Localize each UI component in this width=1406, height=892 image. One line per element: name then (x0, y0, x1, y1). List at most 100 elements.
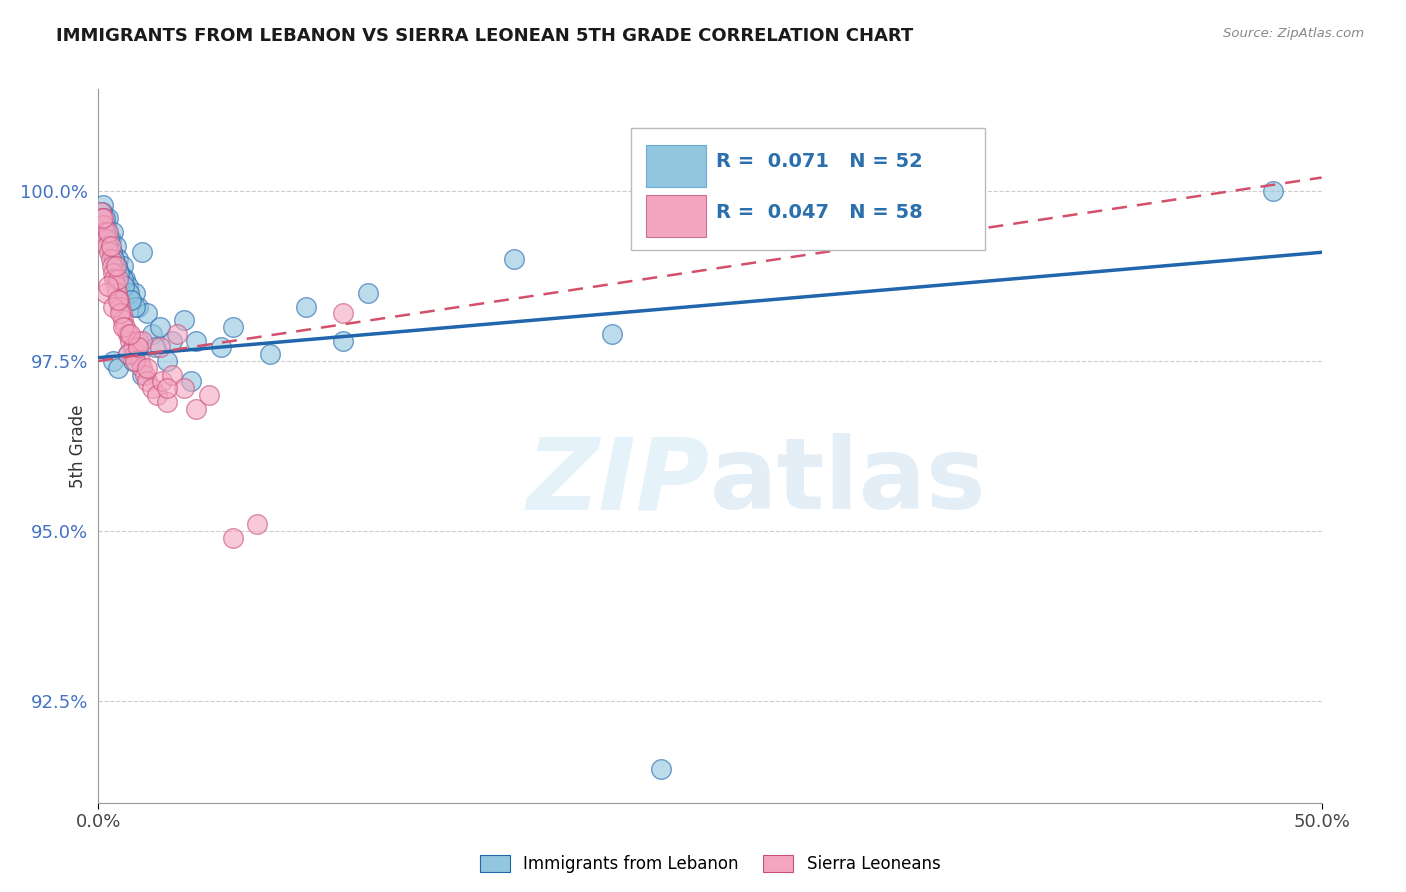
Point (295, 300, 318, 314)
Point (186, 401, 208, 416)
Point (127, 341, 149, 355)
Point (96, 238, 118, 252)
Point (97, 211, 120, 226)
Point (104, 259, 127, 273)
Text: Source: ZipAtlas.com: Source: ZipAtlas.com (1223, 27, 1364, 40)
Point (90, 204, 112, 219)
Point (107, 252, 129, 266)
Point (114, 320, 136, 334)
Point (141, 326, 163, 341)
Point (1261, 184, 1284, 198)
Point (120, 326, 142, 341)
Point (110, 266, 132, 280)
Text: R =  0.047   N = 58: R = 0.047 N = 58 (716, 203, 922, 222)
Point (124, 347, 146, 361)
Point (100, 238, 122, 252)
Point (93, 211, 115, 226)
Point (111, 306, 134, 320)
Point (222, 320, 245, 334)
Point (156, 354, 179, 368)
Point (131, 245, 153, 260)
Point (107, 272, 129, 286)
Point (150, 375, 173, 389)
Legend: Immigrants from Lebanon, Sierra Leoneans: Immigrants from Lebanon, Sierra Leoneans (472, 848, 948, 880)
Point (131, 360, 153, 375)
Point (650, 762, 672, 776)
FancyBboxPatch shape (647, 145, 706, 187)
Point (101, 245, 124, 260)
Point (600, 326, 623, 341)
Point (121, 341, 143, 355)
Point (105, 286, 128, 301)
Point (101, 259, 124, 273)
Point (100, 232, 122, 246)
Point (127, 300, 149, 314)
Point (332, 306, 354, 320)
Point (222, 531, 245, 545)
Point (209, 341, 232, 355)
Text: atlas: atlas (710, 434, 987, 530)
Point (121, 354, 143, 368)
Point (117, 279, 139, 293)
Point (108, 266, 131, 280)
Point (197, 388, 219, 402)
Point (503, 252, 526, 266)
FancyBboxPatch shape (647, 194, 706, 237)
Point (111, 272, 134, 286)
Point (114, 272, 136, 286)
Point (173, 313, 195, 327)
Point (91, 198, 114, 212)
Point (110, 300, 132, 314)
Point (149, 341, 172, 355)
Point (103, 252, 125, 266)
Point (156, 394, 179, 409)
Point (131, 368, 153, 382)
Point (98, 232, 121, 246)
Point (108, 293, 131, 307)
Point (332, 334, 354, 348)
Point (97, 225, 120, 239)
FancyBboxPatch shape (630, 128, 986, 250)
Point (107, 293, 129, 307)
Point (111, 259, 134, 273)
Point (173, 381, 195, 395)
Point (131, 334, 153, 348)
Point (103, 272, 125, 286)
Point (136, 375, 159, 389)
Point (110, 306, 132, 320)
Point (134, 368, 156, 382)
Point (100, 252, 122, 266)
Point (160, 368, 183, 382)
Point (143, 341, 166, 355)
Point (98, 245, 121, 260)
Point (94, 286, 117, 301)
Point (101, 225, 124, 239)
Point (259, 347, 281, 361)
Point (96, 225, 118, 239)
Point (246, 517, 269, 532)
Point (117, 326, 139, 341)
Point (120, 293, 142, 307)
Point (94, 218, 117, 232)
Point (166, 326, 188, 341)
Point (129, 354, 152, 368)
Text: IMMIGRANTS FROM LEBANON VS SIERRA LEONEAN 5TH GRADE CORRELATION CHART: IMMIGRANTS FROM LEBANON VS SIERRA LEONEA… (56, 27, 914, 45)
Point (91, 218, 114, 232)
Point (141, 381, 163, 395)
Point (118, 286, 141, 301)
Point (156, 381, 179, 395)
Point (91, 204, 114, 219)
Point (94, 232, 117, 246)
Point (127, 334, 149, 348)
Point (117, 347, 139, 361)
Point (124, 354, 146, 368)
Point (117, 347, 139, 361)
Y-axis label: 5th Grade: 5th Grade (69, 404, 87, 488)
Point (120, 293, 142, 307)
Point (160, 334, 183, 348)
Text: R =  0.071   N = 52: R = 0.071 N = 52 (716, 153, 922, 171)
Point (91, 211, 114, 226)
Point (104, 238, 127, 252)
Point (101, 354, 124, 368)
Point (104, 279, 127, 293)
